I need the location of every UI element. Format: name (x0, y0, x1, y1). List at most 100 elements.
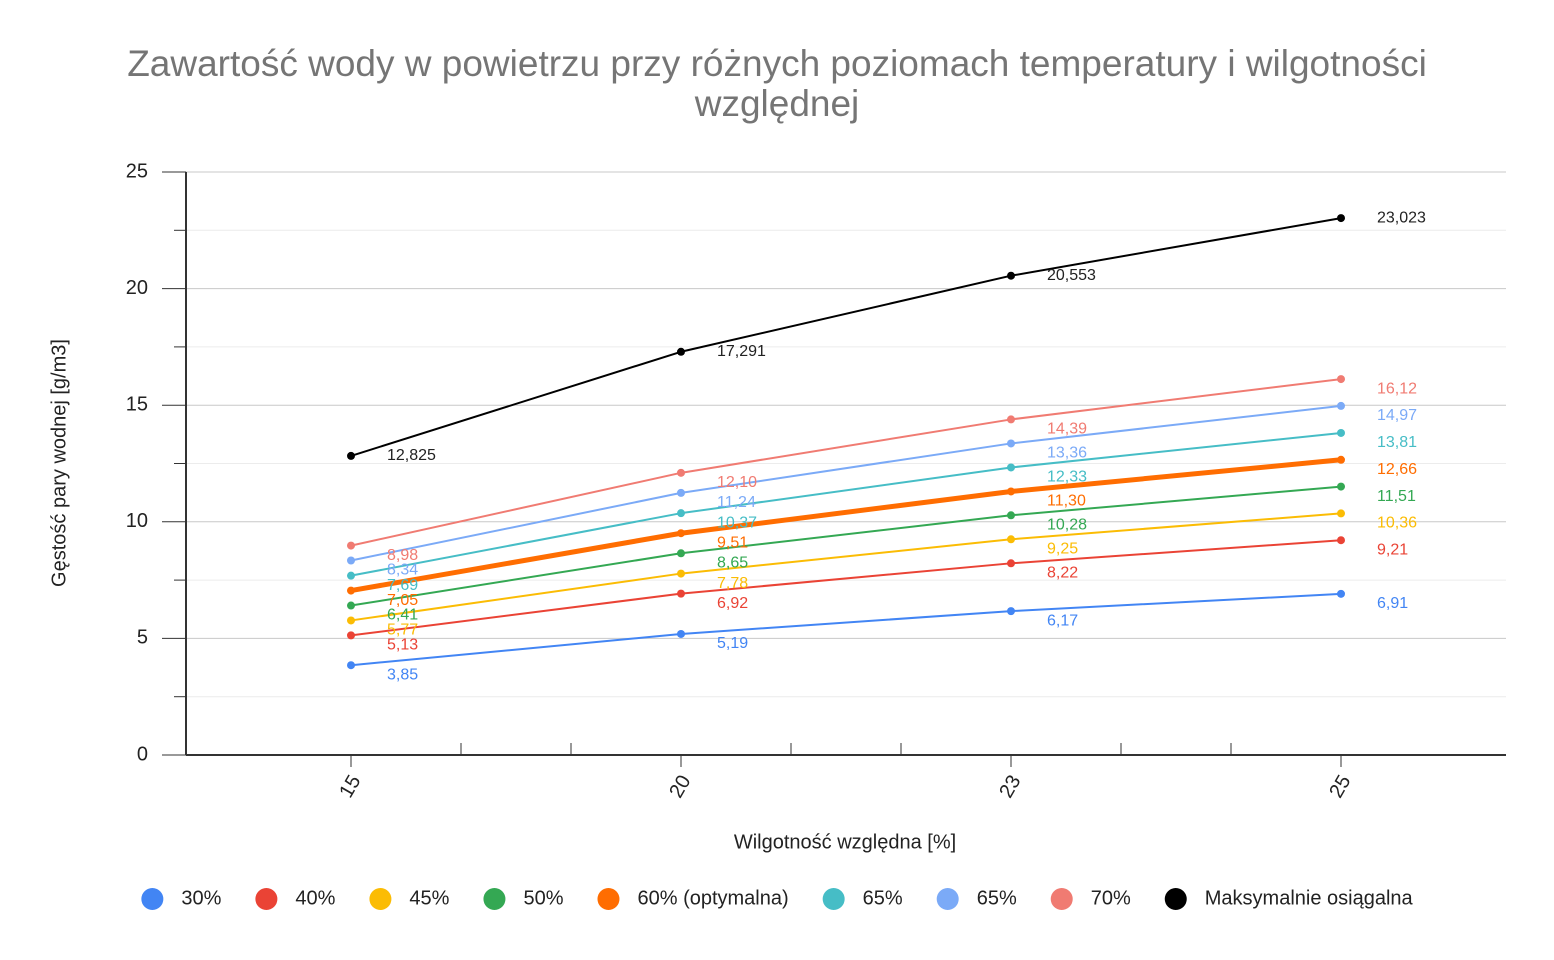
y-tick-label: 20 (126, 277, 148, 299)
legend-swatch (822, 888, 845, 910)
legend: 30% 40% 45% 50% 60% (optymalna) 65% 65% 70% Maks… (141, 887, 1414, 910)
data-point (677, 488, 685, 497)
data-point (347, 616, 355, 625)
data-label: 14,39 (1047, 421, 1087, 438)
data-point (677, 347, 685, 356)
data-point (1337, 589, 1345, 598)
data-label: 6,41 (387, 607, 418, 624)
legend-swatch (1050, 888, 1073, 910)
data-label: 3,85 (387, 666, 418, 683)
data-label: 6,92 (717, 595, 748, 612)
data-point (1007, 607, 1015, 616)
legend-label: 60% (optymalna) (637, 887, 788, 909)
data-label: 7,69 (387, 577, 418, 594)
x-axis-title: Wilgotność względna [%] (734, 831, 956, 853)
y-tick-label: 15 (126, 393, 148, 415)
x-tick-label: 15 (335, 772, 365, 802)
legend-swatch (936, 888, 959, 910)
y-tick-label: 0 (137, 743, 148, 765)
data-point (347, 541, 355, 550)
data-label: 8,65 (717, 555, 748, 572)
legend-label: 65% (977, 887, 1017, 909)
data-point (1007, 487, 1015, 496)
series-line (350, 217, 1342, 457)
x-tick-label: 23 (995, 772, 1025, 802)
series-line (350, 592, 1342, 667)
series-line (350, 539, 1342, 637)
data-point (677, 468, 685, 477)
legend-label: 40% (295, 887, 335, 909)
y-tick-label: 25 (126, 160, 148, 182)
data-point (677, 629, 685, 638)
data-point (1337, 214, 1345, 223)
data-label: 10,37 (717, 514, 757, 531)
y-tick-label: 10 (126, 510, 148, 532)
legend-label: Maksymalnie osiągalna (1205, 887, 1414, 909)
data-point (1007, 535, 1015, 544)
legend-label: 30% (181, 887, 221, 909)
data-label: 9,51 (717, 534, 748, 551)
data-point (677, 509, 685, 518)
data-point (1337, 536, 1345, 545)
data-point (1337, 401, 1345, 410)
data-label: 6,91 (1377, 595, 1408, 612)
data-point (1337, 482, 1345, 491)
data-label: 5,13 (387, 637, 418, 654)
data-label: 7,05 (387, 592, 418, 609)
legend-swatch (597, 888, 620, 910)
data-point (347, 631, 355, 640)
data-label: 11,51 (1377, 488, 1416, 505)
legend-swatch (483, 888, 506, 910)
data-label: 6,17 (1047, 612, 1078, 629)
legend-swatch (141, 888, 164, 910)
data-label: 9,21 (1377, 541, 1408, 558)
data-point (1007, 511, 1015, 520)
legend-swatch (1164, 888, 1187, 910)
data-label: 8,98 (387, 547, 418, 564)
data-label: 12,66 (1377, 461, 1417, 478)
data-label: 16,12 (1377, 380, 1417, 397)
data-point (1007, 463, 1015, 472)
data-point (347, 556, 355, 565)
legend-label: 45% (409, 887, 449, 909)
data-label: 14,97 (1377, 407, 1417, 424)
data-label: 23,023 (1377, 209, 1426, 226)
data-label: 12,825 (387, 447, 436, 464)
data-label: 9,25 (1047, 541, 1078, 558)
data-point (1007, 415, 1015, 424)
data-label: 12,33 (1047, 469, 1087, 486)
data-label: 20,553 (1047, 267, 1096, 284)
series-line (350, 512, 1342, 622)
data-label: 8,34 (387, 562, 418, 579)
data-point (1337, 509, 1345, 518)
data-point (677, 529, 685, 538)
series-line (350, 404, 1342, 562)
data-point (347, 586, 355, 595)
data-label: 5,77 (387, 622, 418, 639)
data-label: 11,24 (717, 494, 756, 511)
data-point (1007, 271, 1015, 280)
data-point (347, 601, 355, 610)
data-label: 10,28 (1047, 516, 1087, 533)
data-point (347, 661, 355, 670)
legend-swatch (369, 888, 392, 910)
data-label: 12,10 (717, 474, 757, 491)
series-line (350, 378, 1342, 547)
chart-title: Zawartość wody w powietrzu przy różnych … (127, 43, 1427, 124)
legend-label: 50% (523, 887, 563, 909)
x-tick-label: 20 (665, 772, 695, 802)
legend-swatch (255, 888, 278, 910)
data-point (347, 451, 355, 460)
data-point (1337, 375, 1345, 384)
data-label: 11,30 (1047, 493, 1086, 510)
data-point (677, 589, 685, 598)
data-label: 13,81 (1377, 434, 1417, 451)
data-label: 10,36 (1377, 515, 1417, 532)
data-label: 8,22 (1047, 565, 1078, 582)
data-point (347, 571, 355, 580)
data-point (1337, 428, 1345, 437)
series-line (350, 457, 1342, 594)
data-point (677, 549, 685, 558)
